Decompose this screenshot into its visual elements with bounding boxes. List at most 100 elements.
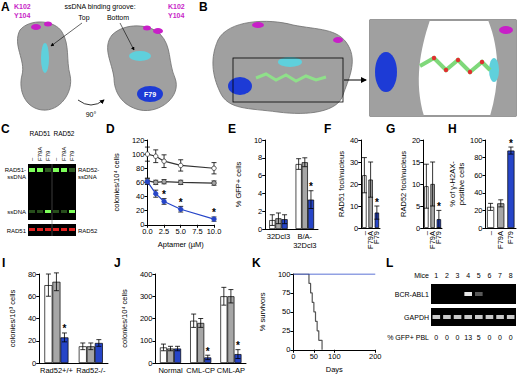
svg-text:*: * [179, 197, 183, 208]
svg-text:CML-CP: CML-CP [186, 366, 215, 375]
svg-text:60: 60 [474, 171, 482, 180]
svg-text:60: 60 [28, 292, 36, 301]
svg-text:10: 10 [350, 202, 358, 211]
svg-text:colonies/10⁴ cells: colonies/10⁴ cells [112, 153, 121, 212]
svg-text:RAD52: RAD52 [78, 228, 98, 234]
svg-text:2.5: 2.5 [159, 227, 169, 236]
svg-text:F79: F79 [45, 150, 51, 161]
svg-text:F79: F79 [69, 150, 75, 161]
svg-text:10: 10 [254, 136, 262, 145]
svg-text:*: * [162, 189, 166, 200]
svg-text:B: B [199, 0, 208, 14]
svg-text:0: 0 [258, 225, 262, 234]
svg-text:RAD51-: RAD51- [5, 167, 26, 173]
svg-text:0: 0 [434, 334, 438, 341]
svg-text:400: 400 [140, 270, 153, 279]
svg-text:6: 6 [487, 272, 491, 279]
svg-text:0.0: 0.0 [142, 227, 152, 236]
svg-text:Y104: Y104 [14, 12, 30, 19]
svg-text:% of γ-H2AX-: % of γ-H2AX- [448, 161, 457, 207]
svg-text:32Dcl3: 32Dcl3 [267, 232, 290, 241]
svg-text:K102: K102 [14, 3, 31, 10]
svg-text:120: 120 [132, 136, 145, 145]
svg-text:100: 100 [140, 336, 153, 345]
svg-text:F79: F79 [434, 231, 443, 244]
svg-text:5: 5 [477, 272, 481, 279]
svg-text:G: G [386, 122, 395, 136]
svg-text:200: 200 [369, 352, 382, 361]
svg-text:3: 3 [456, 272, 460, 279]
svg-text:% survivors: % survivors [258, 292, 267, 331]
svg-text:colonies/10³ cells: colonies/10³ cells [8, 289, 17, 347]
svg-text:10: 10 [412, 180, 420, 189]
svg-text:Rad52+/+: Rad52+/+ [40, 366, 74, 375]
svg-text:Top: Top [78, 14, 89, 22]
svg-text:colonies/10⁴ cells: colonies/10⁴ cells [120, 289, 129, 348]
svg-text:4: 4 [258, 189, 262, 198]
svg-text:2: 2 [258, 207, 262, 216]
svg-text:5: 5 [477, 334, 481, 341]
svg-text:80: 80 [474, 153, 482, 162]
svg-text:5: 5 [416, 202, 420, 211]
svg-text:*: * [236, 340, 240, 351]
svg-text:ssDNA: ssDNA [7, 209, 26, 215]
svg-text:8: 8 [258, 153, 262, 162]
svg-text:positive cells: positive cells [457, 162, 466, 205]
svg-text:Bottom: Bottom [107, 14, 129, 21]
svg-text:75: 75 [282, 288, 290, 297]
svg-text:RAD52 foci/nucleus: RAD52 foci/nucleus [399, 151, 408, 217]
svg-text:*: * [309, 181, 313, 192]
svg-text:30: 30 [350, 158, 358, 167]
svg-text:–: – [29, 157, 35, 161]
svg-text:80: 80 [28, 270, 36, 279]
svg-text:15: 15 [412, 158, 420, 167]
svg-text:300: 300 [140, 292, 153, 301]
svg-text:Rad52-/-: Rad52-/- [76, 366, 106, 375]
svg-text:100: 100 [328, 352, 341, 361]
svg-text:I: I [2, 256, 5, 270]
svg-text:20: 20 [412, 136, 420, 145]
svg-text:H: H [448, 122, 457, 136]
svg-text:ssDNA: ssDNA [7, 174, 26, 180]
svg-text:E: E [228, 122, 236, 136]
svg-text:13: 13 [464, 334, 472, 341]
svg-text:F79A: F79A [496, 231, 505, 249]
svg-text:D: D [106, 122, 115, 136]
svg-text:20: 20 [136, 206, 144, 215]
svg-text:40: 40 [28, 314, 36, 323]
svg-text:F79A: F79A [37, 147, 43, 161]
svg-text:100: 100 [132, 150, 145, 159]
svg-text:K: K [252, 256, 261, 270]
svg-text:RAD51: RAD51 [7, 228, 27, 234]
svg-text:50: 50 [310, 352, 318, 361]
svg-text:7: 7 [498, 272, 502, 279]
svg-text:ssDNA: ssDNA [78, 174, 97, 180]
svg-text:0: 0 [416, 224, 420, 233]
svg-text:F79: F79 [506, 231, 515, 244]
svg-text:0: 0 [498, 334, 502, 341]
svg-text:C: C [1, 122, 10, 136]
svg-text:0: 0 [478, 224, 482, 233]
svg-text:K102: K102 [168, 3, 185, 10]
svg-text:B/A-: B/A- [298, 232, 313, 241]
svg-text:–: – [486, 230, 495, 235]
svg-text:–: – [53, 157, 59, 161]
svg-text:0: 0 [487, 334, 491, 341]
svg-text:1: 1 [434, 272, 438, 279]
svg-text:40: 40 [474, 188, 482, 197]
svg-text:*: * [375, 197, 379, 208]
svg-text:BCR-ABL1: BCR-ABL1 [395, 291, 429, 298]
svg-text:200: 200 [140, 314, 153, 323]
svg-text:*: * [509, 138, 513, 149]
svg-text:40: 40 [350, 136, 358, 145]
svg-text:6: 6 [258, 171, 262, 180]
svg-text:Aptamer (µM): Aptamer (µM) [158, 240, 204, 249]
svg-text:20: 20 [474, 206, 482, 215]
svg-text:RAD51 foci/nucleus: RAD51 foci/nucleus [337, 151, 346, 217]
svg-text:GAPDH: GAPDH [404, 314, 429, 321]
svg-text:32Dcl3: 32Dcl3 [293, 241, 316, 250]
svg-text:*: * [206, 346, 210, 357]
svg-text:90°: 90° [86, 111, 97, 118]
svg-text:100: 100 [470, 136, 483, 145]
svg-text:2: 2 [445, 272, 449, 279]
